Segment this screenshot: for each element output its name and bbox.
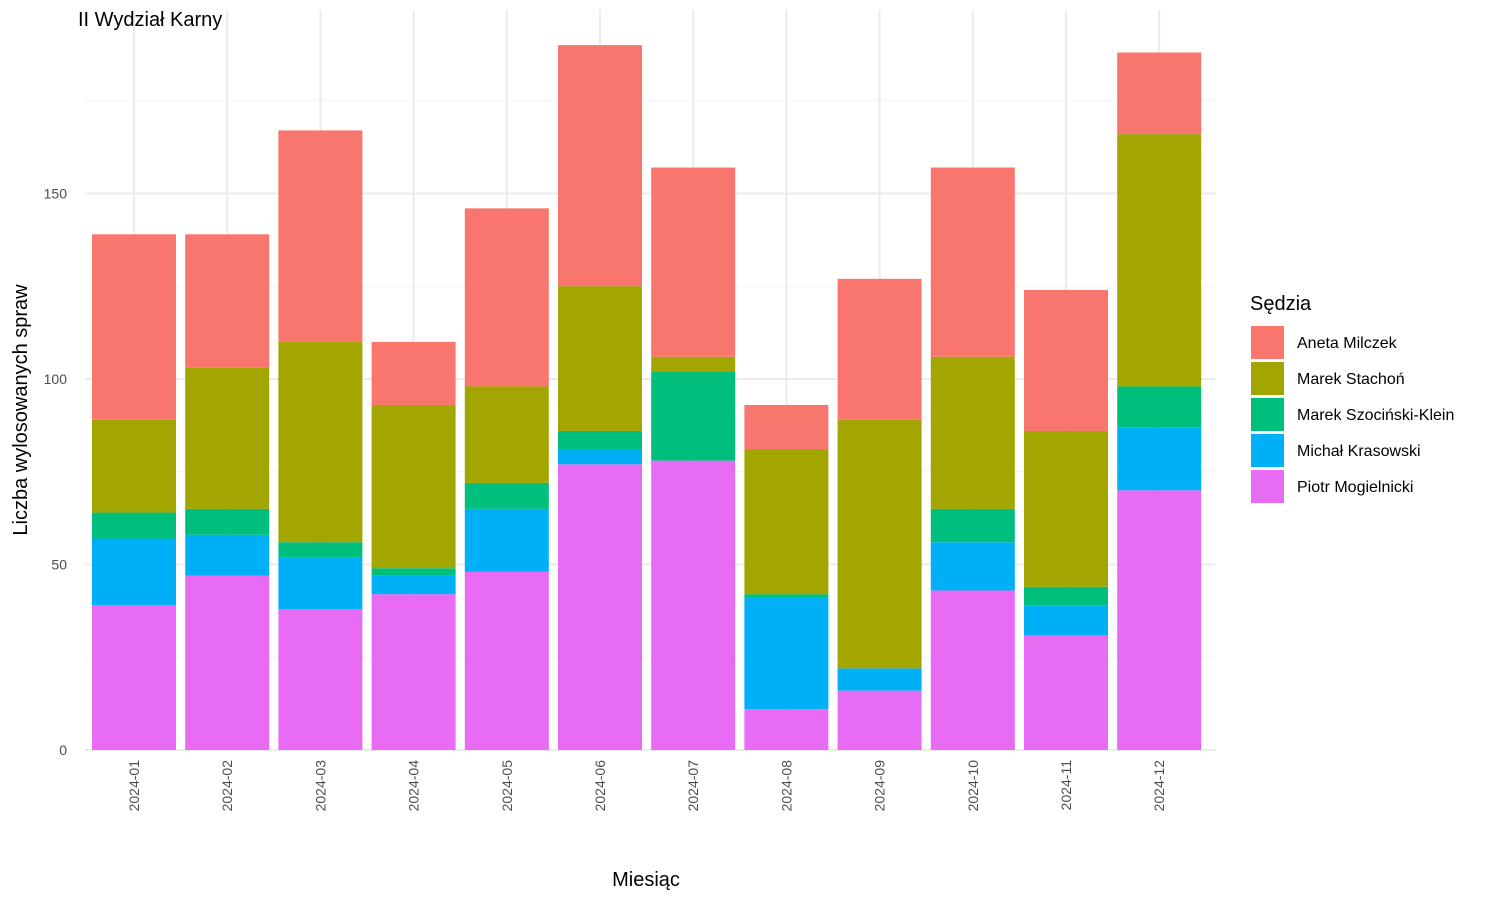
y-tick-label: 150 (44, 186, 68, 202)
bar-segment (1117, 490, 1202, 750)
bar-segment (744, 597, 829, 710)
legend-key (1251, 326, 1284, 359)
y-tick-labels: 0 50 100 150 (44, 186, 68, 759)
bar-segment (92, 234, 176, 420)
bar-segment (837, 690, 922, 750)
bar-segment (744, 404, 829, 450)
x-tick-label: 2024-03 (312, 760, 328, 812)
x-tick-label: 2024-04 (406, 760, 422, 812)
bar-segment (464, 386, 549, 483)
x-tick-label: 2024-07 (685, 760, 701, 812)
bar-segment (558, 286, 642, 431)
x-tick-label: 2024-11 (1058, 760, 1074, 811)
bar-segment (371, 341, 456, 405)
bar-segment (92, 605, 176, 750)
bar-segment (744, 449, 829, 595)
bar-segment (1024, 605, 1108, 635)
bar-segment (1024, 430, 1108, 587)
x-tick-label: 2024-01 (126, 760, 142, 812)
y-axis-title: Liczba wylosowanych spraw (10, 284, 32, 536)
bar-segment (1117, 386, 1202, 428)
bar-segment (371, 594, 456, 750)
x-axis-title: Miesiąc (612, 869, 680, 891)
y-tick-label: 50 (51, 557, 67, 573)
bar-segment (930, 356, 1015, 509)
bar-segment (1024, 586, 1108, 606)
bar-segment (558, 430, 642, 450)
bar-segment (930, 590, 1015, 750)
y-tick-label: 0 (59, 742, 67, 758)
x-tick-label: 2024-09 (872, 760, 888, 812)
bar-segment (278, 557, 363, 610)
bars (92, 45, 1202, 750)
bar-segment (837, 668, 922, 691)
bar-segment (278, 542, 363, 558)
bar-segment (930, 167, 1015, 357)
bar-segment (464, 571, 549, 750)
bar-segment (371, 404, 456, 569)
legend-key (1251, 398, 1284, 431)
x-tick-label: 2024-05 (499, 760, 515, 812)
bar-segment (837, 419, 922, 669)
bar-segment (1117, 427, 1202, 491)
bar-segment (278, 609, 363, 750)
bar-segment (1024, 289, 1108, 431)
legend-label: Piotr Mogielnicki (1297, 479, 1413, 496)
bar-segment (837, 278, 922, 420)
bar-segment (558, 449, 642, 465)
bar-segment (464, 508, 549, 572)
bar-segment (558, 45, 642, 287)
x-tick-label: 2024-12 (1151, 760, 1167, 812)
bar-segment (464, 208, 549, 387)
legend-label: Marek Stachoń (1297, 371, 1405, 388)
x-tick-label: 2024-08 (778, 760, 794, 812)
x-tick-labels: 2024-01 2024-02 2024-03 2024-04 2024-05 2024-… (126, 760, 1167, 812)
bar-segment (744, 709, 829, 750)
bar-segment (92, 512, 176, 539)
bar-segment (278, 130, 363, 342)
bar-segment (1117, 134, 1202, 387)
bar-segment (371, 568, 456, 576)
bar-segment (1024, 634, 1108, 750)
bar-segment (185, 534, 270, 576)
legend-title: Sędzia (1250, 293, 1312, 315)
bar-segment (92, 419, 176, 513)
bar-segment (558, 464, 642, 750)
bar-segment (744, 594, 829, 598)
bar-segment (185, 367, 270, 509)
legend-key (1251, 434, 1284, 467)
y-tick-label: 100 (44, 371, 68, 387)
legend: Sędzia Aneta Milczek Marek Stachoń Marek S… (1250, 293, 1454, 503)
bar-segment (185, 234, 270, 368)
bar-segment (371, 575, 456, 595)
chart-title: II Wydział Karny (78, 9, 222, 31)
bar-segment (1117, 52, 1202, 135)
x-tick-label: 2024-02 (219, 760, 235, 812)
bar-segment (930, 542, 1015, 591)
x-tick-label: 2024-06 (592, 760, 608, 812)
legend-label: Marek Szociński-Klein (1297, 407, 1454, 424)
bar-segment (278, 341, 363, 543)
bar-segment (651, 167, 736, 357)
bar-segment (930, 508, 1015, 543)
bar-segment (651, 460, 736, 750)
legend-key (1251, 470, 1284, 503)
bar-segment (185, 575, 270, 750)
bar-segment (464, 482, 549, 509)
bar-segment (92, 538, 176, 606)
bar-segment (651, 371, 736, 461)
legend-label: Michał Krasowski (1297, 443, 1421, 460)
x-tick-label: 2024-10 (965, 760, 981, 812)
bar-segment (651, 356, 736, 372)
bar-segment (185, 508, 270, 535)
legend-key (1251, 362, 1284, 395)
legend-label: Aneta Milczek (1297, 335, 1398, 352)
